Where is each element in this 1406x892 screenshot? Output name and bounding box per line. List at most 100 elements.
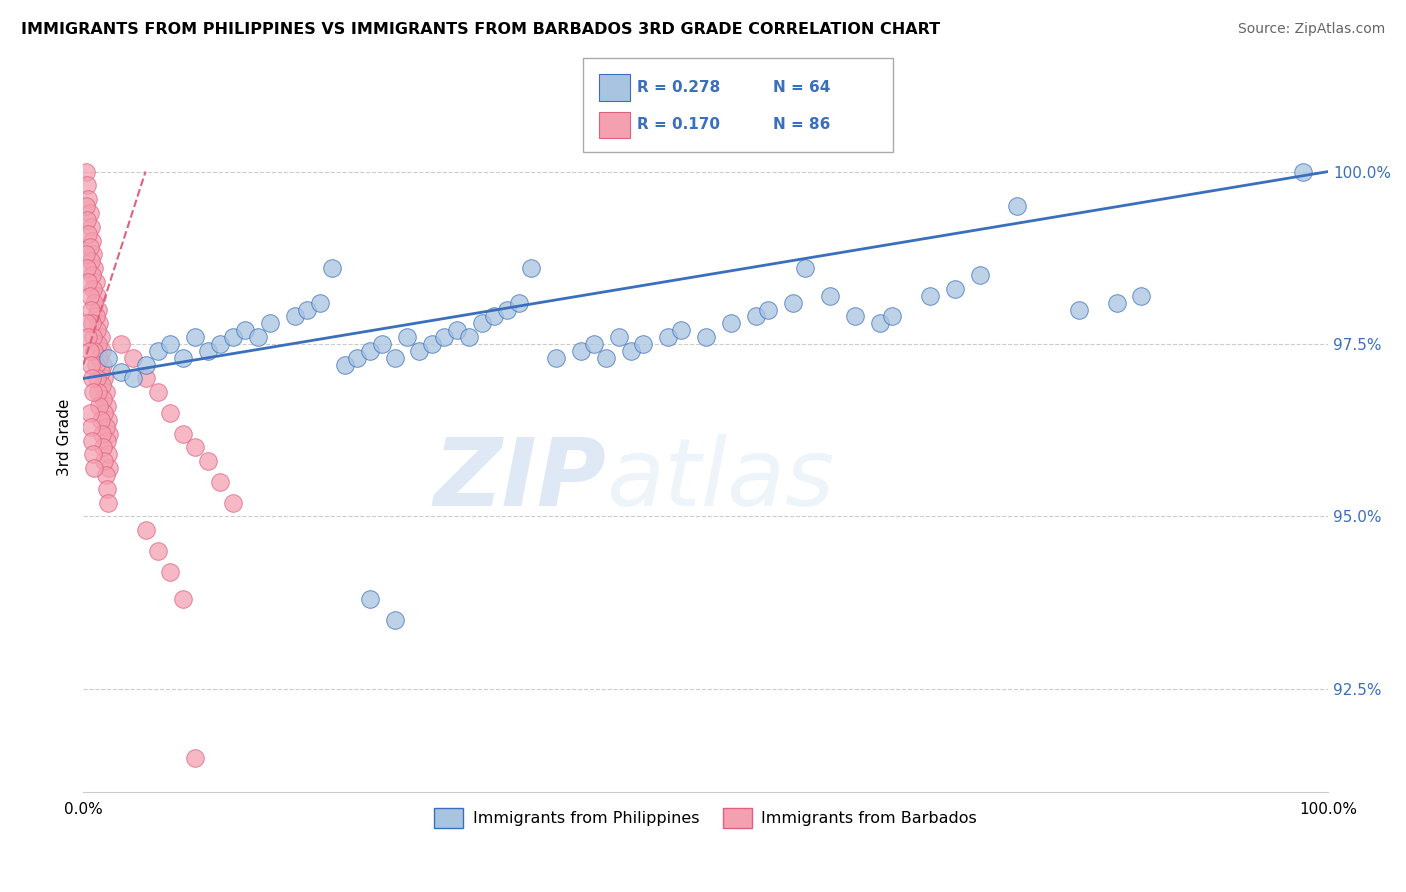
Point bbox=[110, 337, 132, 351]
Point bbox=[93, 406, 115, 420]
Point bbox=[80, 234, 103, 248]
Point bbox=[97, 351, 120, 365]
Point bbox=[75, 247, 97, 261]
Point bbox=[359, 343, 381, 358]
Point bbox=[297, 302, 319, 317]
Point bbox=[77, 330, 100, 344]
Point bbox=[172, 351, 194, 365]
Point bbox=[384, 351, 406, 365]
Text: N = 86: N = 86 bbox=[773, 118, 831, 132]
Point bbox=[1005, 199, 1028, 213]
Point bbox=[395, 330, 418, 344]
Point bbox=[80, 358, 103, 372]
Text: IMMIGRANTS FROM PHILIPPINES VS IMMIGRANTS FROM BARBADOS 3RD GRADE CORRELATION CH: IMMIGRANTS FROM PHILIPPINES VS IMMIGRANT… bbox=[21, 22, 941, 37]
Point bbox=[76, 178, 98, 193]
Point bbox=[159, 565, 181, 579]
Point bbox=[695, 330, 717, 344]
Point bbox=[87, 385, 110, 400]
Point bbox=[89, 351, 111, 365]
Point bbox=[86, 323, 108, 337]
Point bbox=[184, 330, 207, 344]
Point bbox=[582, 337, 605, 351]
Point bbox=[844, 310, 866, 324]
Point bbox=[75, 199, 97, 213]
Point bbox=[96, 399, 118, 413]
Point bbox=[546, 351, 568, 365]
Point bbox=[89, 316, 111, 330]
Point bbox=[87, 302, 110, 317]
Point bbox=[98, 461, 121, 475]
Point bbox=[82, 282, 104, 296]
Point bbox=[172, 592, 194, 607]
Point bbox=[91, 358, 114, 372]
Point bbox=[79, 240, 101, 254]
Point bbox=[233, 323, 256, 337]
Point bbox=[471, 316, 494, 330]
Point bbox=[918, 289, 941, 303]
Point bbox=[633, 337, 655, 351]
Point bbox=[94, 419, 117, 434]
Text: atlas: atlas bbox=[606, 434, 834, 525]
Point bbox=[82, 385, 104, 400]
Point bbox=[308, 295, 330, 310]
Point bbox=[620, 343, 643, 358]
Point bbox=[97, 413, 120, 427]
Point bbox=[197, 454, 219, 468]
Point bbox=[122, 371, 145, 385]
Point bbox=[80, 371, 103, 385]
Point bbox=[135, 523, 157, 537]
Point bbox=[146, 385, 169, 400]
Point bbox=[90, 413, 112, 427]
Point bbox=[333, 358, 356, 372]
Point bbox=[818, 289, 841, 303]
Point bbox=[508, 295, 530, 310]
Point bbox=[371, 337, 394, 351]
Point bbox=[1292, 164, 1315, 178]
Text: ZIP: ZIP bbox=[433, 434, 606, 525]
Point bbox=[97, 495, 120, 509]
Point bbox=[80, 434, 103, 448]
Point bbox=[91, 392, 114, 406]
Point bbox=[969, 268, 991, 282]
Point bbox=[869, 316, 891, 330]
Point bbox=[84, 358, 107, 372]
Point bbox=[90, 365, 112, 379]
Point bbox=[346, 351, 368, 365]
Point bbox=[209, 337, 232, 351]
Point bbox=[90, 330, 112, 344]
Point bbox=[80, 419, 103, 434]
Point bbox=[86, 371, 108, 385]
Point bbox=[84, 275, 107, 289]
Point bbox=[135, 371, 157, 385]
Point bbox=[359, 592, 381, 607]
Text: Source: ZipAtlas.com: Source: ZipAtlas.com bbox=[1237, 22, 1385, 37]
Point bbox=[77, 227, 100, 241]
Point bbox=[87, 337, 110, 351]
Point bbox=[93, 371, 115, 385]
Point bbox=[76, 261, 98, 276]
Point bbox=[146, 343, 169, 358]
Point bbox=[94, 385, 117, 400]
Point bbox=[321, 261, 343, 276]
Point bbox=[135, 358, 157, 372]
Point bbox=[184, 751, 207, 765]
Point bbox=[259, 316, 281, 330]
Point bbox=[159, 337, 181, 351]
Text: R = 0.170: R = 0.170 bbox=[637, 118, 720, 132]
Point bbox=[1105, 295, 1128, 310]
Point bbox=[96, 482, 118, 496]
Point bbox=[607, 330, 630, 344]
Point bbox=[79, 343, 101, 358]
Point bbox=[420, 337, 443, 351]
Point bbox=[94, 468, 117, 483]
Point bbox=[569, 343, 592, 358]
Point bbox=[882, 310, 904, 324]
Point bbox=[595, 351, 617, 365]
Point bbox=[82, 447, 104, 461]
Point bbox=[384, 613, 406, 627]
Point bbox=[146, 544, 169, 558]
Point bbox=[98, 426, 121, 441]
Text: N = 64: N = 64 bbox=[773, 80, 831, 95]
Point bbox=[83, 295, 105, 310]
Point bbox=[159, 406, 181, 420]
